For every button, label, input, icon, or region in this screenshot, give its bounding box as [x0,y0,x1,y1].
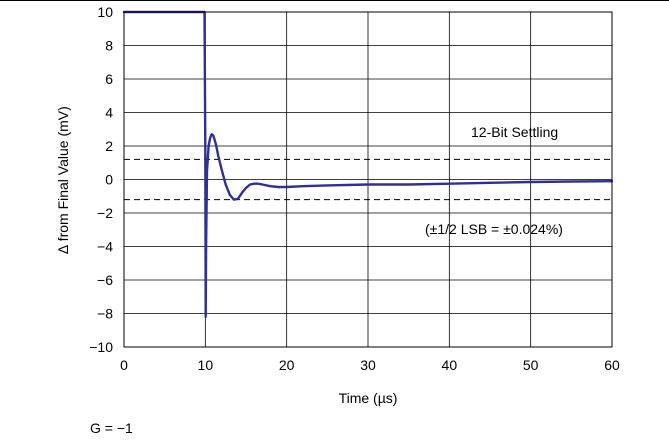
y-tick-labels: 10 8 6 4 2 0 −2 −4 −6 −8 −10 [89,4,113,355]
plot-frame [123,11,613,348]
y-tick-label: 10 [97,4,113,20]
x-tick-label: 60 [604,357,620,373]
lsb-annotation: (±1/2 LSB = ±0.024%) [425,221,563,237]
x-tick-label: 0 [120,357,128,373]
y-tick-label: 2 [105,138,113,154]
x-tick-label: 50 [523,357,539,373]
x-tick-label: 40 [442,357,458,373]
x-tick-labels: 0 10 20 30 40 50 60 [120,357,620,373]
y-axis-label: ∆ from Final Value (mV) [55,106,71,254]
y-tick-label: 6 [105,71,113,87]
settling-annotation: 12-Bit Settling [471,124,558,140]
y-tick-label: 0 [105,172,113,188]
y-tick-label: −6 [97,272,113,288]
y-tick-label: 8 [105,38,113,54]
y-tick-label: 4 [105,105,113,121]
top-rule [0,0,669,1]
settling-trace [122,10,614,318]
y-tick-label: −8 [97,306,113,322]
x-tick-label: 30 [360,357,376,373]
x-tick-label: 10 [198,357,214,373]
series-group [122,10,614,318]
grid [124,12,612,347]
y-tick-label: −2 [97,205,113,221]
y-tick-label: −4 [97,239,113,255]
x-axis-label: Time (µs) [339,390,398,406]
y-tick-label: −10 [89,339,113,355]
gain-annotation: G = −1 [90,420,133,436]
x-tick-label: 20 [279,357,295,373]
